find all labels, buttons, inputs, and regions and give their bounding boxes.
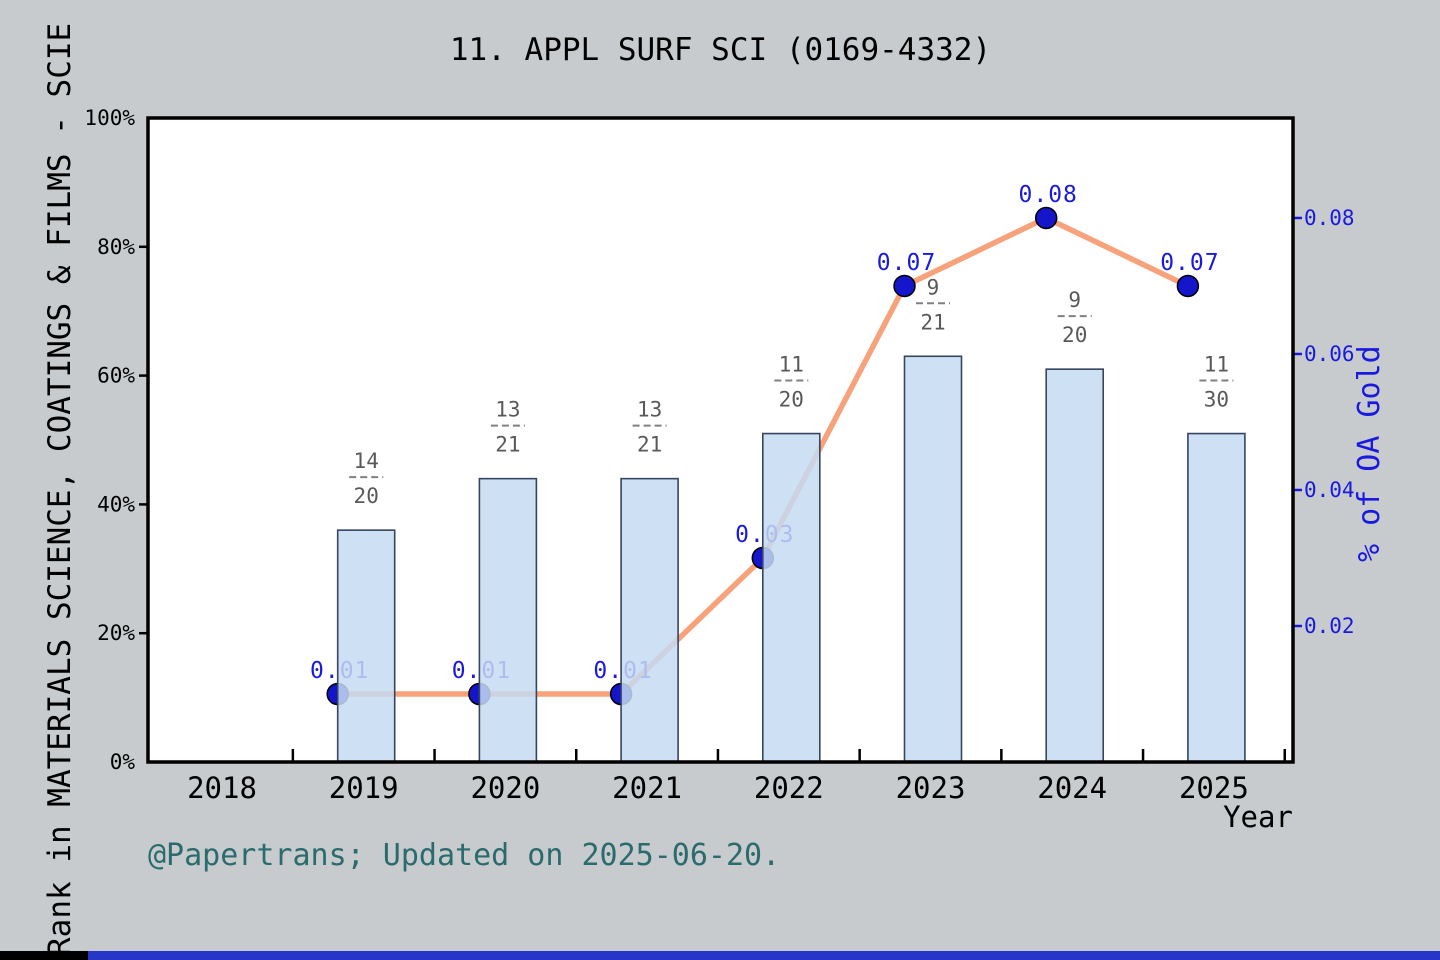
rank-fraction-numerator-2024: 9 — [1068, 288, 1081, 312]
right-axis-title: % of OA Gold — [1352, 345, 1387, 562]
rank-fraction-numerator-2023: 9 — [927, 275, 940, 299]
rank-fraction-denominator-2020: 21 — [495, 433, 520, 457]
rank-bar-2020 — [478, 477, 538, 763]
y-left-tick-label: 0% — [110, 750, 136, 774]
rank-bar-2024 — [1045, 368, 1104, 763]
rank-fraction-denominator-2021: 21 — [637, 433, 662, 457]
left-axis-title: Rank in MATERIALS SCIENCE, COATINGS & FI… — [42, 22, 78, 956]
rank-fraction-denominator-2019: 20 — [354, 484, 379, 508]
x-tick-label: 2022 — [754, 771, 824, 805]
bottom-edge-strip — [0, 951, 1440, 960]
x-tick-label: 2025 — [1179, 771, 1249, 805]
rank-fraction-denominator-2025: 30 — [1204, 388, 1229, 412]
attribution-text: @Papertrans; Updated on 2025-06-20. — [148, 838, 781, 873]
x-tick-label: 2021 — [612, 771, 682, 805]
x-tick-label: 2023 — [896, 771, 966, 805]
rank-bar-2022 — [761, 432, 821, 763]
rank-fraction-numerator-2020: 13 — [495, 398, 520, 422]
rank-fraction-numerator-2022: 11 — [779, 353, 804, 377]
y-left-tick-label: 40% — [97, 492, 135, 516]
x-tick-label: 2024 — [1037, 771, 1107, 805]
x-tick-label: 2018 — [187, 771, 257, 805]
oa-gold-point-2025 — [1176, 274, 1200, 298]
rank-fraction-numerator-2019: 14 — [354, 449, 379, 473]
rank-bar-2021 — [620, 477, 679, 763]
rank-fraction-denominator-2024: 20 — [1062, 323, 1087, 347]
rank-fraction-denominator-2023: 21 — [920, 310, 945, 334]
rank-bar-2023 — [903, 355, 963, 763]
y-right-tick-label: 0.06 — [1304, 342, 1355, 366]
rank-bar-2025 — [1187, 432, 1246, 763]
rank-fraction-numerator-2025: 11 — [1204, 353, 1229, 377]
rank-bar-2019 — [336, 529, 396, 763]
oa-gold-value-label-2023: 0.07 — [877, 250, 936, 276]
y-left-tick-label: 60% — [97, 364, 135, 388]
rank-fraction-denominator-2022: 20 — [779, 388, 804, 412]
x-tick-label: 2020 — [470, 771, 540, 805]
y-right-tick-label: 0.04 — [1304, 478, 1355, 502]
x-axis-title: Year — [1223, 800, 1293, 834]
rank-fraction-numerator-2021: 13 — [637, 398, 662, 422]
oa-gold-point-2023 — [893, 274, 916, 298]
y-right-tick-label: 0.08 — [1304, 206, 1355, 230]
y-left-tick-label: 100% — [84, 106, 135, 130]
chart-title: 11. APPL SURF SCI (0169-4332) — [449, 32, 992, 68]
y-left-tick-label: 20% — [97, 621, 135, 645]
oa-gold-value-label-2024: 0.08 — [1019, 182, 1078, 208]
y-right-tick-label: 0.02 — [1304, 614, 1355, 638]
oa-gold-point-2024 — [1034, 206, 1058, 230]
y-left-tick-label: 80% — [97, 235, 135, 259]
oa-gold-value-label-2025: 0.07 — [1160, 250, 1219, 276]
plot-frame — [146, 116, 1295, 764]
x-tick-label: 2019 — [329, 771, 399, 805]
